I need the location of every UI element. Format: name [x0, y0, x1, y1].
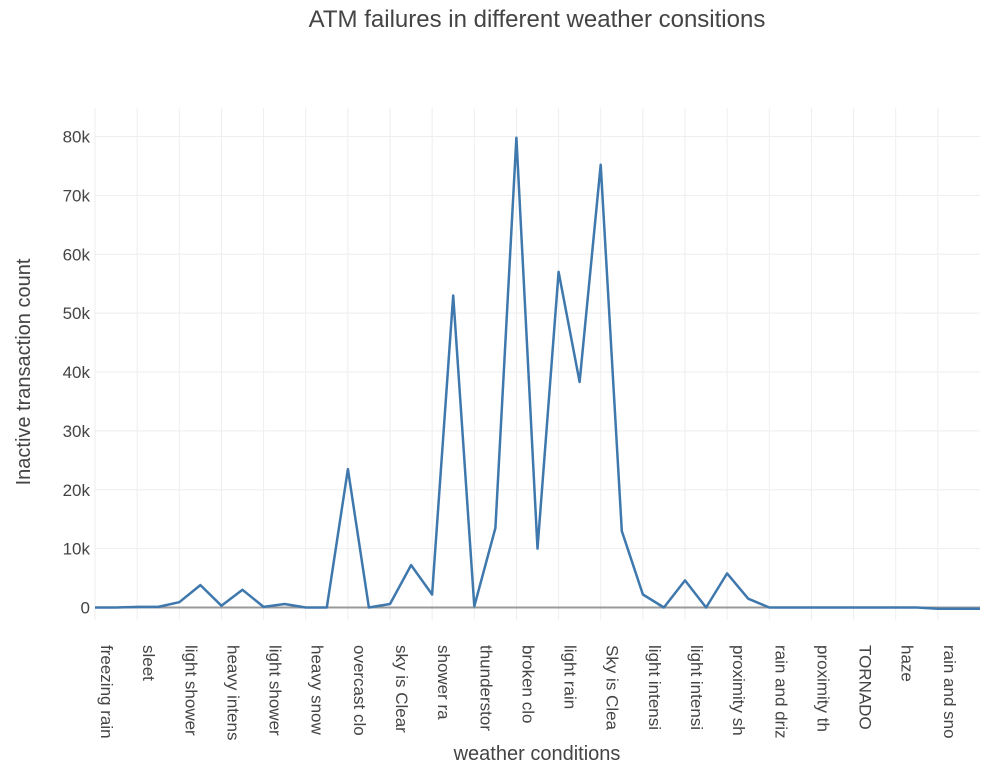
y-tick-label: 50k	[63, 304, 91, 323]
x-tick-label: freezing rain	[97, 645, 116, 739]
y-tick-label: 30k	[63, 422, 91, 441]
x-tick-label: sky is Clear	[392, 645, 411, 733]
y-tick-label: 60k	[63, 245, 91, 264]
y-tick-label: 80k	[63, 128, 91, 147]
x-tick-label: shower ra	[434, 645, 453, 720]
x-tick-label: light intensi	[645, 645, 664, 730]
x-tick-label: TORNADO	[856, 645, 875, 730]
x-tick-label: light rain	[561, 645, 580, 709]
y-tick-label: 40k	[63, 363, 91, 382]
x-axis: freezing rain sleet light shower heavy inte…	[97, 645, 959, 740]
y-axis-title: Inactive transaction count	[13, 258, 35, 485]
y-tick-label: 20k	[63, 481, 91, 500]
x-axis-title: weather conditions	[453, 743, 621, 765]
x-tick-label: light shower	[181, 645, 200, 736]
x-tick-label: broken clo	[518, 645, 537, 723]
x-tick-label: overcast clo	[350, 645, 369, 736]
x-tick-label: haze	[898, 645, 917, 682]
chart-title: ATM failures in different weather consit…	[309, 6, 766, 33]
x-tick-label: light shower	[266, 645, 285, 736]
y-axis: 0 10k 20k 30k 40k 50k 60k 70k 80k	[63, 128, 91, 618]
x-tick-label: thunderstor	[476, 645, 495, 731]
x-tick-label: heavy intens	[223, 645, 242, 740]
x-tick-label: proximity th	[813, 645, 832, 732]
x-tick-label: heavy snow	[308, 645, 327, 735]
x-tick-label: light intensi	[687, 645, 706, 730]
y-tick-label: 0	[81, 599, 90, 618]
x-tick-label: Sky is Clea	[603, 645, 622, 731]
x-tick-label: proximity sh	[729, 645, 748, 736]
x-tick-label: sleet	[139, 645, 158, 681]
x-tick-label: rain and driz	[771, 645, 790, 739]
series-group	[95, 136, 980, 610]
y-tick-label: 10k	[63, 540, 91, 559]
x-tick-label: rain and sno	[940, 645, 959, 739]
series-line	[95, 136, 980, 610]
y-tick-label: 70k	[63, 186, 91, 205]
